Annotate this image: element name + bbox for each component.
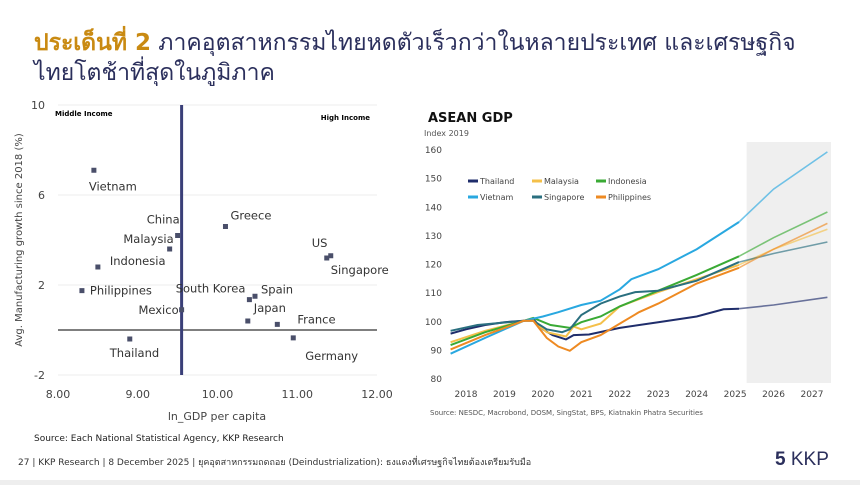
scatter-source: Source: Each National Statistical Agency…	[34, 434, 284, 444]
series-forecast-singapore	[738, 241, 828, 263]
legend-label: Singapore	[544, 193, 584, 202]
point-label: Indonesia	[110, 254, 166, 268]
y-tick-label: 120	[425, 261, 442, 271]
x-tick-label: 2023	[647, 390, 670, 400]
y-tick-label: 130	[425, 232, 442, 242]
line-chart-source: Source: NESDC, Macrobond, DOSM, SingStat…	[430, 409, 703, 417]
scatter-point	[328, 253, 334, 259]
x-tick-label: 2018	[455, 390, 478, 400]
scatter-point	[167, 246, 173, 252]
y-tick-label: 100	[425, 318, 442, 328]
point-label: Greece	[230, 209, 271, 223]
annotation-high-income: High Income	[321, 114, 371, 122]
x-tick-label: 9.00	[126, 388, 151, 401]
series-line-philippines	[450, 266, 740, 352]
y-tick-label: -2	[34, 369, 45, 382]
x-tick-label: 2026	[762, 390, 785, 400]
point-label: Singapore	[331, 263, 389, 277]
x-tick-label: 10.00	[202, 388, 234, 401]
scatter-point	[222, 224, 228, 229]
scatter-point	[252, 293, 258, 299]
x-tick-label: 12.00	[361, 388, 393, 401]
scatter-point	[290, 335, 296, 341]
divider	[0, 480, 860, 485]
point-label: Japan	[253, 301, 286, 315]
logo-text: KKP	[790, 449, 829, 470]
forecast-shade	[746, 142, 831, 383]
x-tick-label: 8.00	[46, 388, 71, 401]
series-forecast-vietnam	[738, 151, 828, 223]
x-tick-label: 2021	[570, 390, 593, 400]
series-forecast-philippines	[738, 222, 828, 269]
y-tick-label: 10	[31, 99, 45, 112]
y-tick-label: 90	[431, 346, 443, 356]
y-tick-label: 110	[425, 289, 442, 299]
page-title: ประเด็นที่ 2 ภาคอุตสาหกรรมไทยหดตัวเร็วกว…	[34, 28, 834, 88]
footer-text: 27 | KKP Research | 8 December 2025 | ยุ…	[18, 458, 532, 468]
scatter-point	[127, 336, 133, 342]
scatter-point	[79, 288, 85, 294]
x-tick-label: 2024	[685, 390, 708, 400]
point-label: South Korea	[176, 282, 246, 296]
x-axis-label: ln_GDP per capita	[168, 410, 266, 423]
kkp-logo: 5 KKP	[775, 449, 829, 471]
legend-label: Philippines	[608, 193, 651, 202]
scatter-point	[274, 321, 280, 327]
point-label: Germany	[305, 349, 358, 363]
point-label: US	[312, 236, 328, 250]
x-tick-label: 2027	[801, 390, 824, 400]
title-highlight: ประเด็นที่ 2	[34, 30, 151, 56]
point-label: Malaysia	[123, 232, 173, 246]
y-tick-label: 150	[425, 175, 442, 185]
scatter-point	[245, 318, 251, 324]
scatter-point	[179, 307, 185, 313]
y-tick-label: 80	[431, 375, 443, 385]
title-text: ภาคอุตสาหกรรมไทยหดตัวเร็วกว่าในหลายประเท…	[34, 30, 796, 86]
scatter-point	[246, 297, 252, 303]
legend-label: Indonesia	[608, 177, 647, 186]
point-label: Mexico	[138, 303, 178, 317]
point-label: China	[147, 213, 180, 227]
point-label: Spain	[261, 282, 293, 296]
legend-label: Thailand	[479, 177, 514, 186]
scatter-point	[175, 233, 181, 238]
y-tick-label: 160	[425, 146, 442, 156]
x-tick-label: 2020	[531, 390, 554, 400]
x-tick-label: 2025	[724, 390, 747, 400]
scatter-point	[324, 255, 330, 261]
point-label: Thailand	[109, 346, 159, 360]
y-tick-label: 140	[425, 203, 442, 213]
y-tick-label: 6	[38, 189, 45, 202]
legend-label: Malaysia	[544, 177, 579, 186]
series-forecast-thailand	[738, 296, 828, 310]
point-label: Vietnam	[89, 179, 137, 193]
scatter-point	[91, 167, 97, 173]
series-forecast-indonesia	[738, 211, 828, 258]
series-line-singapore	[450, 261, 740, 334]
line-chart-title: ASEAN GDP	[428, 111, 513, 126]
x-tick-label: 11.00	[282, 388, 314, 401]
y-tick-label: 2	[38, 279, 45, 292]
x-tick-label: 2022	[608, 390, 631, 400]
point-label: Philippines	[90, 284, 152, 298]
point-label: France	[297, 312, 335, 326]
legend-label: Vietnam	[480, 193, 514, 202]
scatter-point	[95, 264, 101, 270]
line-chart-subtitle: Index 2019	[424, 129, 469, 138]
annotation-middle-income: Middle Income	[55, 110, 113, 118]
y-axis-label: Avg. Manufacturing growth since 2018 (%)	[14, 133, 25, 347]
logo-icon: 5	[775, 449, 786, 470]
x-tick-label: 2019	[493, 390, 516, 400]
